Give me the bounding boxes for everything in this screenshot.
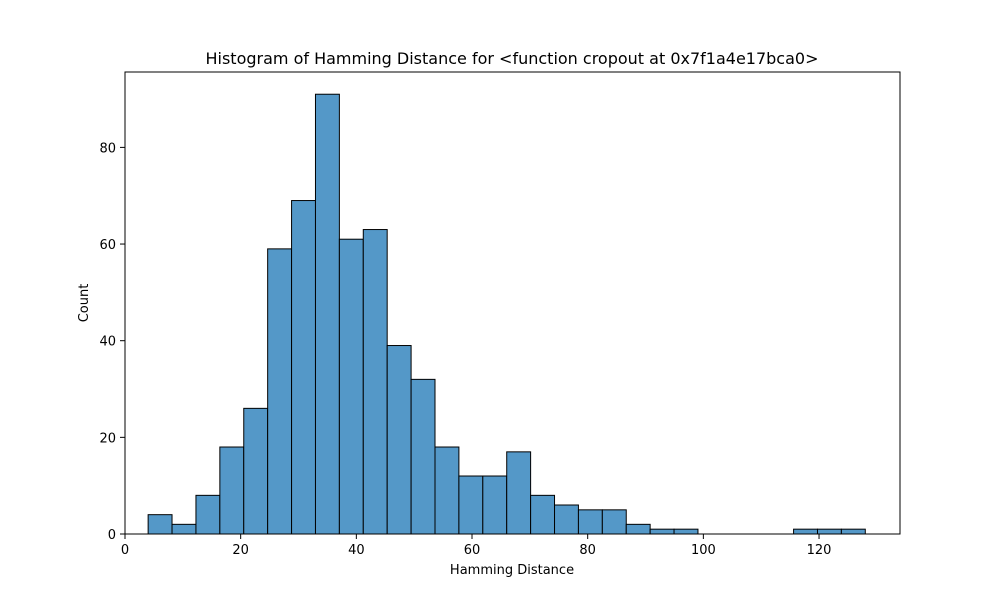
histogram-bar-4 xyxy=(243,407,269,535)
y-tick-label: 80 xyxy=(99,141,116,156)
x-tick-label: 100 xyxy=(691,543,716,558)
histogram-bar-21 xyxy=(649,528,675,535)
histogram-bar-9 xyxy=(362,229,388,535)
histogram-bar-10 xyxy=(386,345,412,535)
x-axis-ticks: 0 20 40 60 80 100 120 xyxy=(121,534,832,558)
y-axis-ticks: 0 20 40 60 80 xyxy=(99,141,125,543)
histogram-bar-8 xyxy=(338,238,364,535)
histogram-bar-27 xyxy=(793,528,818,535)
chart-title: Histogram of Hamming Distance for <funct… xyxy=(205,49,818,68)
histogram-bar-2 xyxy=(195,494,221,535)
histogram-bar-17 xyxy=(554,504,579,535)
histogram-bar-22 xyxy=(673,528,699,535)
histogram-bar-1 xyxy=(171,523,197,535)
histogram-bar-6 xyxy=(291,200,316,535)
histogram-bar-29 xyxy=(840,528,866,535)
x-tick-label: 80 xyxy=(579,543,596,558)
histogram-bar-19 xyxy=(601,509,627,535)
histogram-bar-7 xyxy=(314,93,340,535)
histogram-bar-28 xyxy=(816,528,842,535)
histogram-bar-13 xyxy=(458,475,484,535)
y-tick-label: 20 xyxy=(99,431,116,446)
y-tick-label: 40 xyxy=(99,335,116,350)
histogram-bar-5 xyxy=(267,248,293,535)
histogram-bar-0 xyxy=(147,514,173,535)
x-tick-label: 40 xyxy=(348,543,365,558)
histogram-bar-20 xyxy=(625,523,651,535)
plot-frame xyxy=(124,71,901,535)
histogram-bar-11 xyxy=(410,378,436,535)
histogram-bar-16 xyxy=(530,494,556,535)
y-axis-label: Count xyxy=(77,284,92,323)
y-tick-label: 0 xyxy=(108,528,116,543)
histogram-bar-18 xyxy=(577,509,603,535)
x-tick-label: 0 xyxy=(121,543,129,558)
bars-layer xyxy=(147,93,866,535)
histogram-bar-12 xyxy=(434,446,460,535)
histogram-bar-3 xyxy=(219,446,245,535)
x-tick-label: 60 xyxy=(464,543,481,558)
x-tick-label: 20 xyxy=(232,543,249,558)
x-tick-label: 120 xyxy=(807,543,832,558)
x-axis-label: Hamming Distance xyxy=(450,563,574,578)
y-tick-label: 60 xyxy=(99,238,116,253)
histogram-bar-14 xyxy=(482,475,508,535)
histogram-bar-15 xyxy=(506,451,532,535)
